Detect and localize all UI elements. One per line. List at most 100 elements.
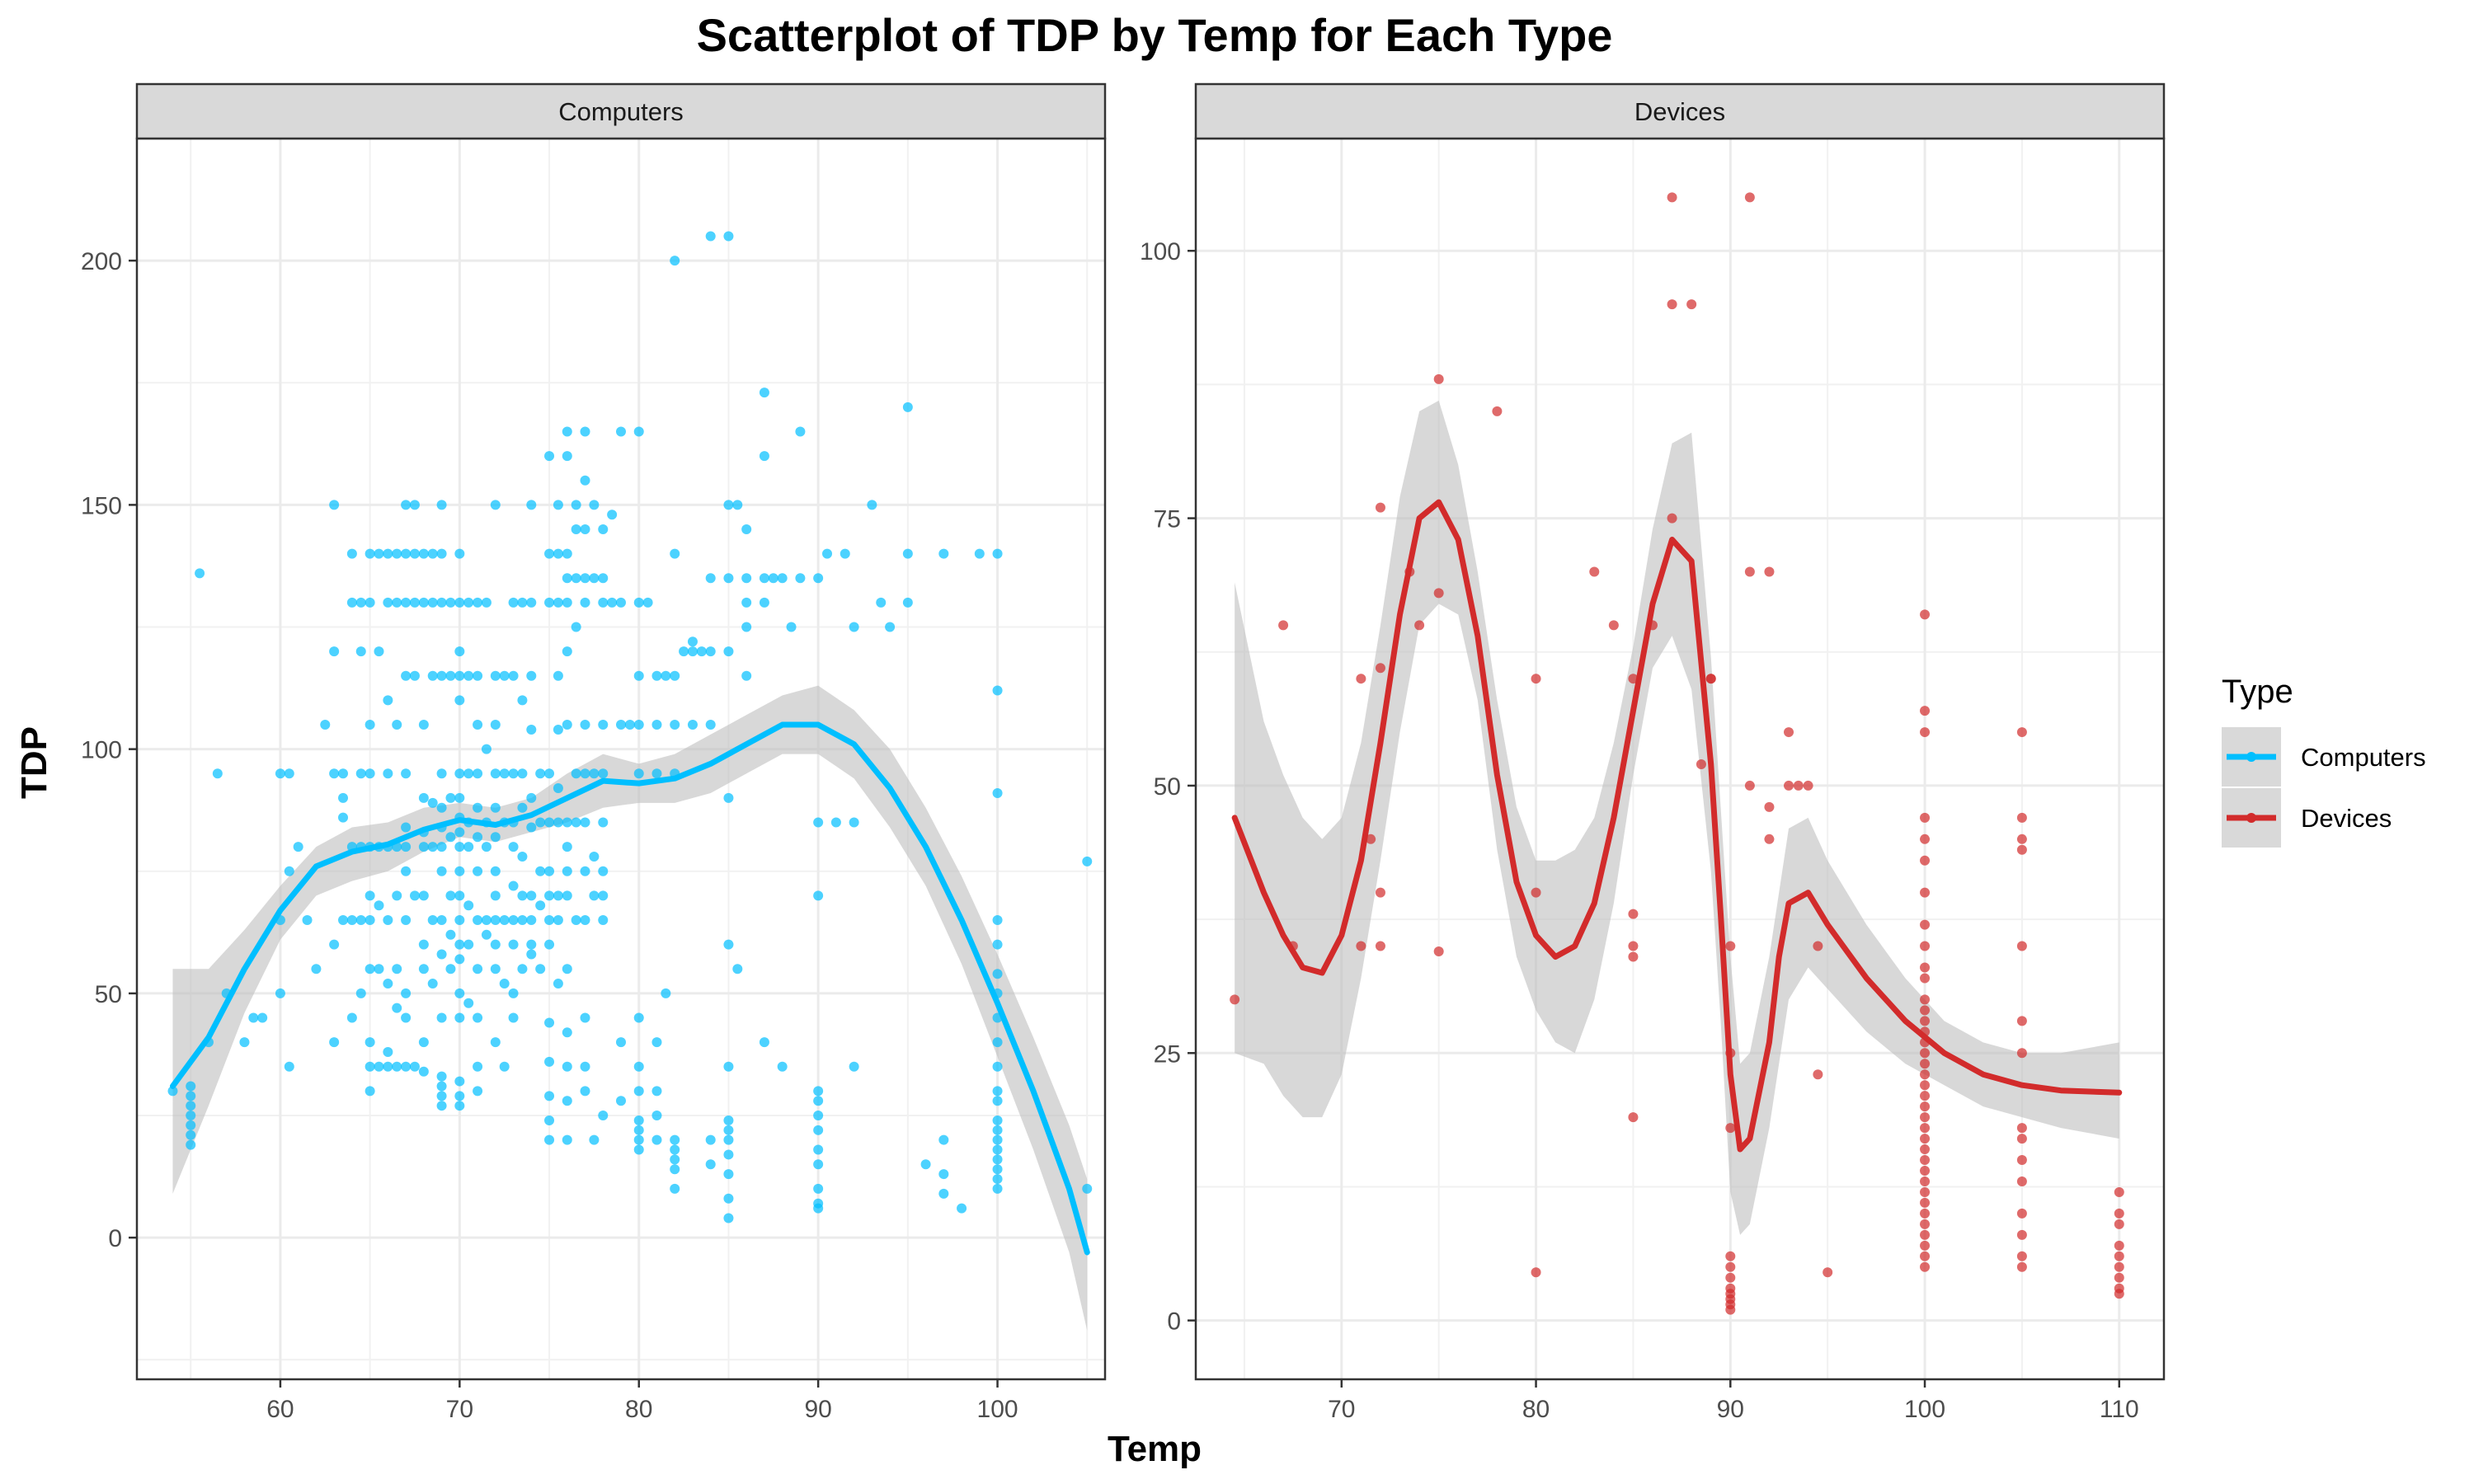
data-point	[365, 890, 375, 901]
data-point	[445, 792, 456, 803]
data-point	[436, 949, 447, 960]
data-point	[580, 817, 590, 828]
data-point	[1920, 1251, 1931, 1261]
data-point	[992, 1125, 1003, 1135]
data-point	[633, 1012, 644, 1023]
data-point	[1628, 909, 1639, 919]
facet-strip-label: Devices	[1634, 97, 1725, 126]
data-point	[633, 1134, 644, 1145]
data-point	[992, 1061, 1003, 1072]
data-point	[840, 548, 850, 559]
data-point	[454, 939, 465, 950]
data-point	[445, 670, 456, 681]
data-point	[374, 548, 384, 559]
data-point	[544, 915, 555, 926]
data-point	[544, 817, 555, 828]
data-point	[723, 792, 734, 803]
data-point	[329, 500, 340, 510]
data-point	[490, 832, 501, 843]
data-point	[938, 548, 949, 559]
data-point	[499, 768, 510, 779]
data-point	[481, 597, 492, 608]
data-point	[723, 573, 734, 584]
data-point	[1784, 780, 1794, 791]
data-point	[526, 939, 537, 950]
data-point	[284, 1061, 294, 1072]
data-point	[670, 1183, 680, 1194]
data-point	[409, 548, 420, 559]
data-point	[490, 802, 501, 813]
data-point	[1813, 1069, 1823, 1080]
data-point	[562, 426, 572, 437]
data-point	[436, 1101, 447, 1111]
data-point	[1920, 1176, 1931, 1186]
data-point	[418, 548, 429, 559]
legend-item-devices: Devices	[2222, 788, 2392, 848]
data-point	[1920, 1240, 1931, 1251]
data-point	[481, 929, 492, 940]
legend: Type Computers Devices	[2222, 674, 2426, 848]
data-point	[436, 915, 447, 926]
data-point	[2114, 1289, 2124, 1299]
data-point	[1375, 663, 1385, 674]
data-point	[822, 548, 833, 559]
data-point	[589, 852, 600, 862]
data-point	[624, 720, 635, 730]
data-point	[1686, 299, 1697, 310]
data-point	[383, 597, 393, 608]
data-point	[463, 900, 474, 911]
data-point	[813, 1086, 824, 1097]
x-tick-label: 80	[1522, 1396, 1550, 1423]
y-tick-label: 50	[1154, 773, 1181, 801]
data-point	[679, 646, 689, 657]
data-point	[562, 451, 572, 462]
data-point	[526, 949, 537, 960]
data-point	[571, 524, 581, 535]
data-point	[490, 720, 501, 730]
data-point	[992, 1144, 1003, 1155]
data-point	[992, 1174, 1003, 1185]
data-point	[499, 979, 510, 989]
data-point	[992, 1037, 1003, 1048]
data-point	[598, 573, 609, 584]
data-point	[517, 964, 528, 974]
facet-strip	[1194, 82, 2166, 140]
data-point	[598, 817, 609, 828]
data-point	[427, 797, 438, 808]
data-point	[1725, 1272, 1736, 1283]
data-point	[1705, 674, 1716, 684]
data-point	[499, 670, 510, 681]
data-point	[427, 842, 438, 852]
data-point	[454, 597, 465, 608]
data-point	[705, 231, 716, 242]
data-point	[454, 890, 465, 901]
data-point	[1920, 1112, 1931, 1123]
data-point	[517, 695, 528, 706]
data-point	[338, 792, 349, 803]
data-point	[957, 1203, 967, 1214]
data-point	[490, 500, 501, 510]
data-point	[473, 832, 483, 843]
data-point	[338, 768, 349, 779]
data-point	[454, 548, 465, 559]
x-tick-label: 90	[804, 1396, 831, 1423]
data-point	[454, 842, 465, 852]
data-point	[580, 720, 590, 730]
data-point	[813, 1096, 824, 1106]
data-point	[553, 500, 563, 510]
data-point	[275, 768, 285, 779]
data-point	[1433, 946, 1444, 957]
data-point	[1920, 973, 1931, 984]
data-point	[651, 720, 662, 730]
data-point	[508, 939, 519, 950]
data-point	[651, 1086, 662, 1097]
legend-item-computers: Computers	[2222, 727, 2426, 787]
data-point	[544, 768, 555, 779]
data-point	[553, 548, 563, 559]
data-point	[1230, 994, 1240, 1005]
data-point	[1920, 919, 1931, 930]
data-point	[355, 988, 366, 998]
data-point	[383, 1061, 393, 1072]
data-point	[427, 915, 438, 926]
data-point	[633, 426, 644, 437]
